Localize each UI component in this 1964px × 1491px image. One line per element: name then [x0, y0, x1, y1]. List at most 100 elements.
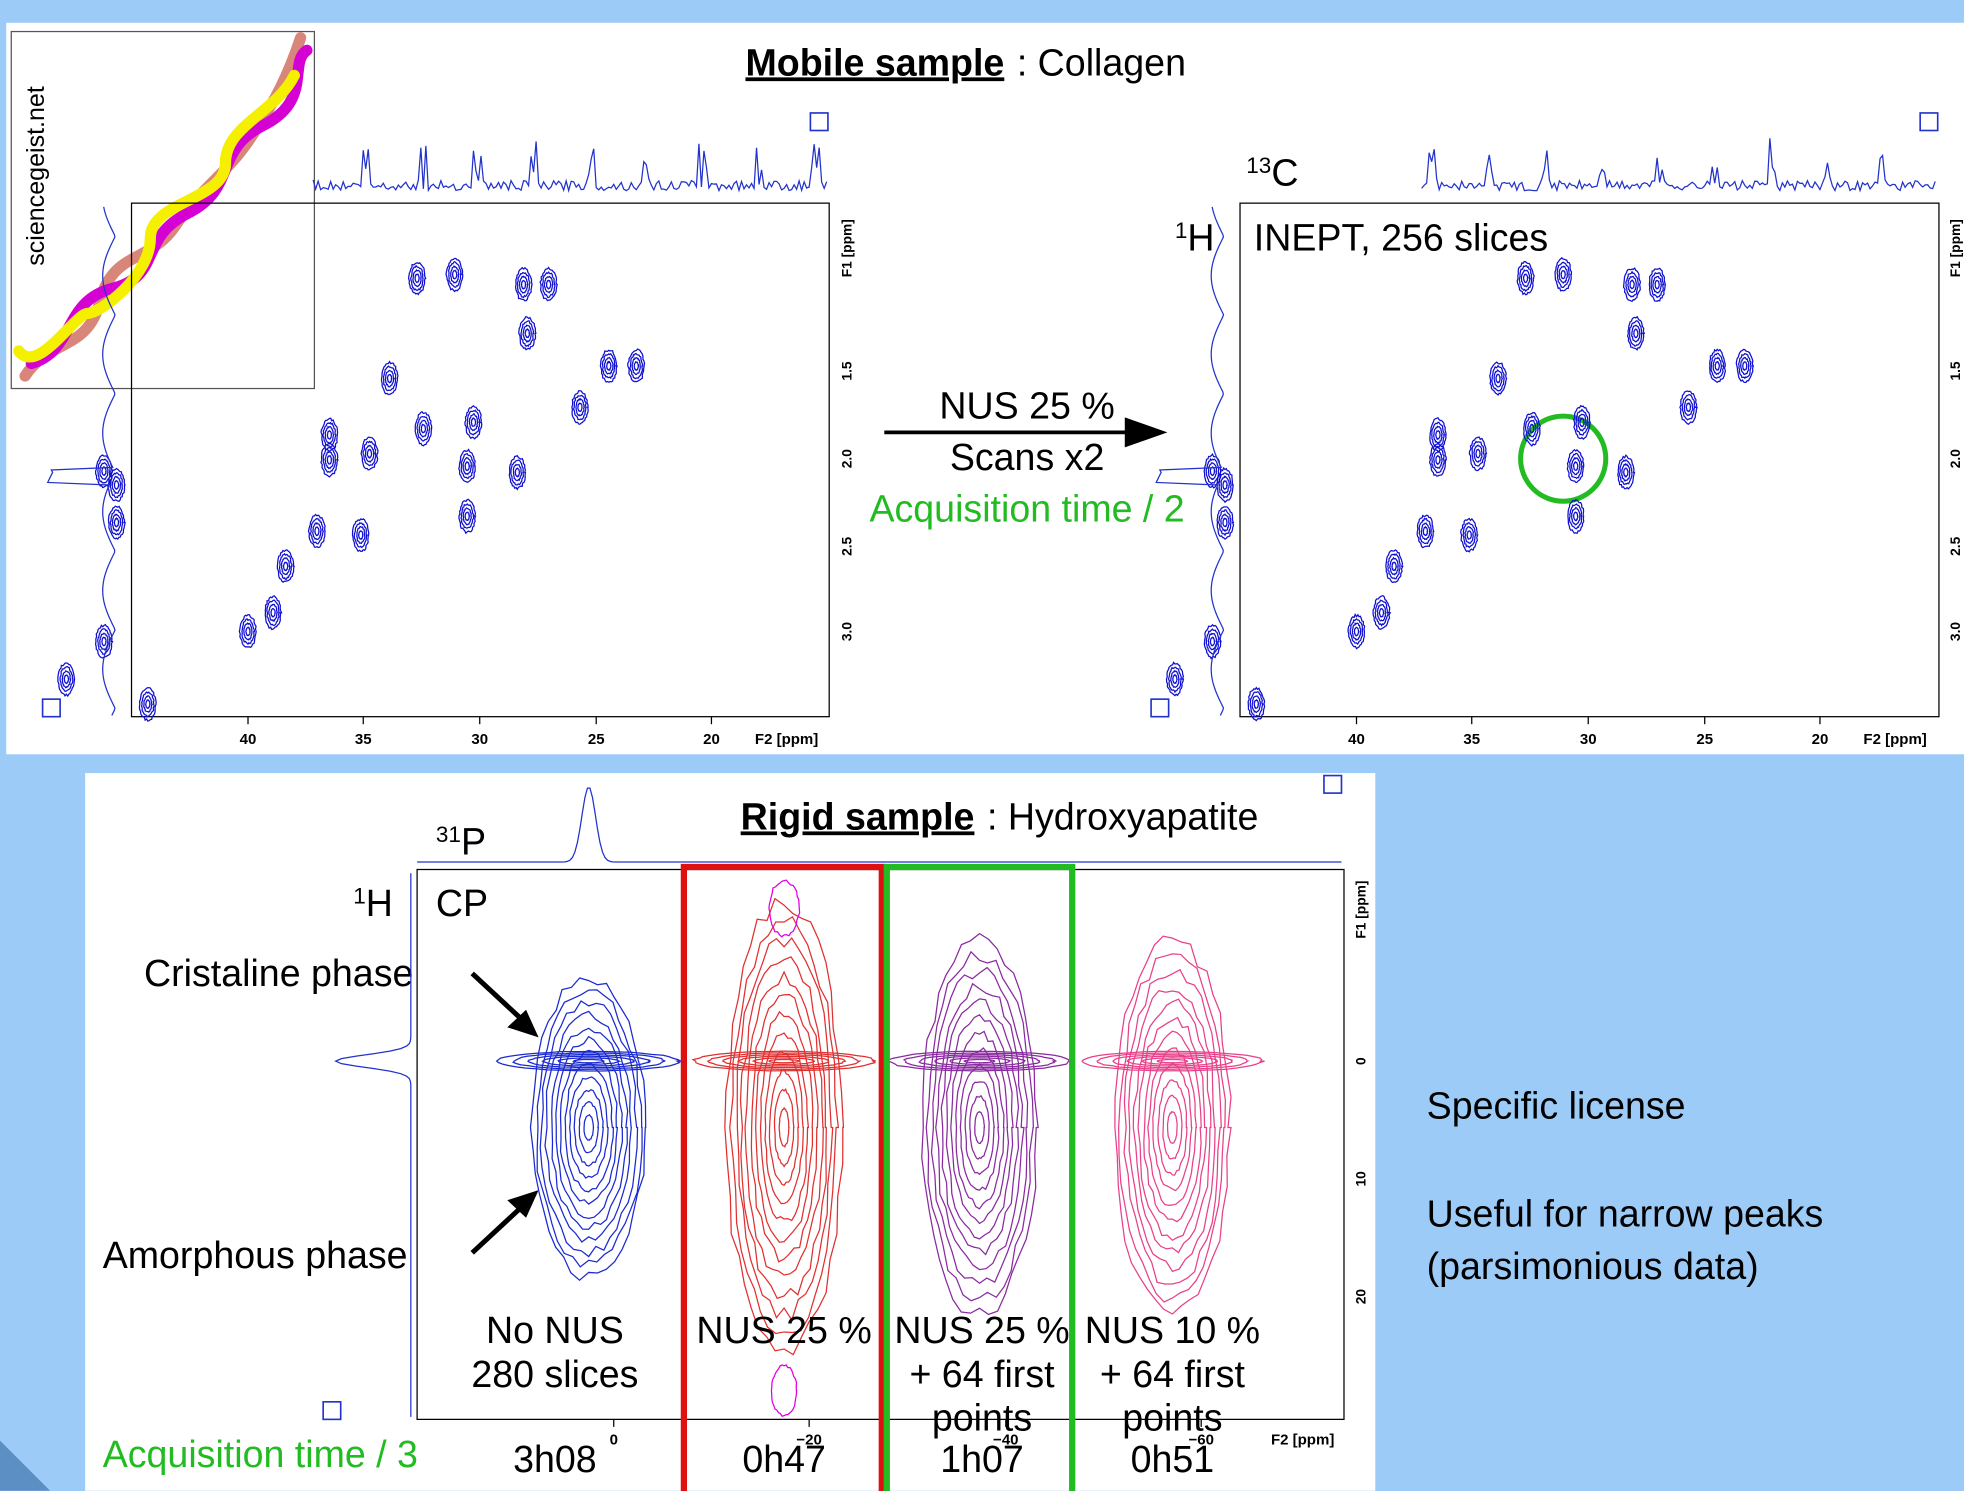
svg-text:Rigid sample: Hydroxyapatite: Rigid sample: Hydroxyapatite	[741, 795, 1259, 837]
contour	[750, 994, 819, 1263]
contour	[1169, 669, 1180, 688]
contour	[416, 415, 431, 442]
x-tick-label: 30	[1580, 731, 1597, 748]
y-axis-label: F1 [ppm]	[840, 219, 855, 277]
contour	[1617, 454, 1636, 490]
contour	[1347, 613, 1366, 650]
svg-text:1H: 1H	[353, 882, 393, 924]
contour	[572, 394, 587, 421]
contour	[736, 936, 834, 1322]
contour	[773, 1088, 795, 1168]
svg-text:13C: 13C	[1246, 152, 1298, 194]
contour	[1654, 279, 1660, 290]
contour	[59, 665, 74, 692]
squares	[41, 112, 1939, 1421]
arrow-head	[1124, 417, 1168, 448]
contour	[1625, 270, 1639, 298]
contour	[1137, 1016, 1208, 1242]
contour	[1714, 360, 1721, 371]
contour	[508, 455, 527, 491]
contour	[364, 444, 375, 464]
contour	[1577, 413, 1587, 432]
contour	[539, 266, 558, 302]
contour	[113, 516, 120, 528]
contour	[462, 507, 472, 526]
column-label: NUS 10 %	[1085, 1309, 1260, 1351]
contour	[97, 628, 111, 656]
arrow-heads	[507, 1009, 539, 1218]
contour	[1709, 348, 1727, 384]
contour	[61, 670, 72, 689]
contour	[557, 1057, 622, 1066]
contour	[322, 446, 337, 473]
contour	[512, 463, 523, 482]
contour	[276, 549, 295, 583]
contour	[1391, 561, 1397, 572]
contour	[543, 275, 554, 294]
contour	[974, 1110, 986, 1145]
contour	[627, 348, 646, 383]
contour	[520, 279, 527, 290]
svg-text:1H: 1H	[1175, 217, 1215, 259]
contour	[1569, 452, 1584, 480]
contour	[1247, 686, 1266, 722]
contour	[309, 517, 325, 545]
contour	[1351, 622, 1362, 641]
nucleus: H	[1187, 217, 1214, 259]
y-tick-label: 20	[1353, 1289, 1368, 1305]
contour	[111, 475, 122, 495]
contour	[140, 691, 155, 718]
contour	[1081, 1050, 1265, 1072]
contour	[278, 552, 293, 580]
contour	[464, 405, 483, 440]
contour	[324, 425, 335, 444]
contour	[1126, 1055, 1219, 1067]
contour	[307, 513, 326, 549]
contour	[1435, 430, 1441, 441]
contour	[925, 950, 1035, 1302]
contour	[527, 1054, 652, 1069]
contour	[1251, 695, 1262, 714]
contour	[1554, 256, 1573, 292]
contour	[545, 279, 552, 290]
contour	[109, 471, 124, 499]
contour	[520, 320, 535, 348]
x-axis-label: F2 [ppm]	[1271, 1431, 1334, 1448]
contour	[366, 448, 373, 459]
column-label: 280 slices	[471, 1353, 638, 1395]
x-tick-label: 20	[703, 731, 720, 748]
sup: 13	[1246, 153, 1271, 178]
contour	[1471, 440, 1485, 467]
contour	[1428, 442, 1447, 477]
acq-text: Acquisition time / 2	[869, 487, 1184, 529]
x-tick-label: 40	[1348, 731, 1365, 748]
contour	[1468, 436, 1488, 472]
contour	[631, 357, 641, 376]
contour	[414, 411, 433, 447]
contour	[778, 1106, 790, 1148]
contour	[1429, 417, 1447, 452]
column-label: NUS 25 %	[696, 1309, 871, 1351]
contour	[1681, 394, 1696, 421]
y-tick-label: 2.5	[840, 536, 855, 555]
contour	[1627, 275, 1637, 294]
contour	[410, 264, 424, 292]
contour	[94, 623, 114, 659]
contour	[1349, 617, 1364, 646]
experiment: INEPT, 256 slices	[1254, 217, 1548, 259]
contour	[1220, 475, 1230, 495]
contour	[384, 369, 395, 388]
contour	[270, 607, 276, 618]
contour	[514, 466, 521, 478]
contour	[1679, 390, 1698, 425]
contour	[964, 1081, 995, 1176]
column-label: points	[1122, 1397, 1222, 1439]
contour	[1422, 525, 1429, 537]
contour	[1112, 1054, 1233, 1069]
contour	[1141, 1057, 1204, 1066]
contour	[569, 1076, 609, 1179]
contour	[282, 561, 289, 572]
column-time: 3h08	[513, 1438, 597, 1480]
contour	[724, 897, 845, 1356]
contour	[1652, 275, 1662, 294]
